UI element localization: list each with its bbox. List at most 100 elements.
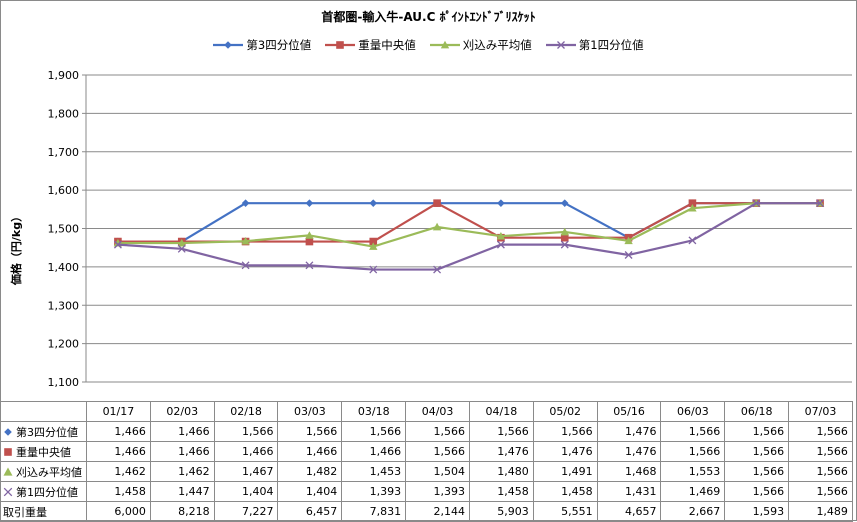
legend-swatch <box>429 40 460 49</box>
legend-item: 重量中央値 <box>325 37 416 53</box>
row-label: 刈込み平均値 <box>16 465 82 479</box>
table-cell: 1,466 <box>149 441 215 462</box>
y-tick-label: 1,200 <box>48 338 80 351</box>
table-cell: 2,667 <box>660 501 726 522</box>
table-cell: 1,466 <box>277 441 343 462</box>
table-cell: 1,566 <box>724 481 790 502</box>
data-point <box>369 237 378 246</box>
table-cell: 6,000 <box>86 501 151 522</box>
row-label-cell: 第1四分位値 <box>0 481 87 502</box>
row-label-cell: 刈込み平均値 <box>0 461 87 482</box>
data-point <box>432 222 442 231</box>
legend-marker <box>336 41 345 49</box>
table-cell: 1,468 <box>596 461 662 482</box>
table-cell: 1,466 <box>86 421 151 442</box>
table-cell: 7,831 <box>341 501 407 522</box>
table-cell: 1,566 <box>405 441 470 462</box>
data-point <box>496 231 506 240</box>
data-point <box>560 199 569 207</box>
table-row: 刈込み平均値 1,462 1,462 1,467 1,482 1,453 1,504 1,48… <box>0 461 853 482</box>
table-cell: 1,467 <box>213 461 279 482</box>
y-tick-label: 1,500 <box>48 223 80 236</box>
data-point <box>113 240 122 249</box>
data-point <box>560 240 569 249</box>
series-line <box>117 202 821 243</box>
table-row: 第1四分位値 1,458 1,447 1,404 1,404 1,393 1,393 1,45… <box>0 481 853 502</box>
table-cell: 1,504 <box>405 461 470 482</box>
table-cell: 1,566 <box>532 421 598 442</box>
legend-label: 第3四分位値 <box>246 38 312 52</box>
table-cell: 1,462 <box>86 461 151 482</box>
table-cell: 1,553 <box>660 461 726 482</box>
data-point <box>752 199 761 208</box>
table-cell: 1,458 <box>86 481 151 502</box>
table-cell: 1,593 <box>724 501 790 522</box>
table-cell: 1,566 <box>277 421 343 442</box>
legend-item: 第1四分位値 <box>545 37 644 53</box>
table-cell: 1,447 <box>149 481 215 502</box>
table-cell: 1,458 <box>468 481 534 502</box>
table-cell: 1,566 <box>724 441 790 462</box>
table-cell: 1,489 <box>788 501 853 522</box>
x-category-label: 05/16 <box>596 401 662 422</box>
y-tick-label: 1,400 <box>48 261 80 274</box>
legend-swatch <box>545 41 576 49</box>
table-cell: 1,491 <box>532 461 598 482</box>
data-table: 01/17 02/03 02/18 03/03 03/18 04/03 04/18 05/02… <box>0 401 853 522</box>
y-tick-label: 1,300 <box>48 299 80 312</box>
y-tick-label: 1,600 <box>48 184 80 197</box>
row-marker-icon <box>3 467 13 476</box>
table-cell: 1,431 <box>596 481 662 502</box>
x-category-label: 04/03 <box>405 401 470 422</box>
row-marker <box>3 467 13 476</box>
data-point <box>496 240 505 249</box>
row-label: 重量中央値 <box>16 445 71 459</box>
legend-item: 第3四分位値 <box>213 37 311 53</box>
data-point <box>688 199 697 207</box>
row-marker <box>4 447 12 456</box>
data-point <box>433 265 442 274</box>
table-row: 重量中央値 1,466 1,466 1,466 1,466 1,466 1,566 1,476… <box>0 441 853 462</box>
data-point <box>433 199 441 207</box>
table-cell: 1,466 <box>341 441 407 462</box>
x-category-label: 06/03 <box>660 401 726 422</box>
data-point <box>688 203 697 212</box>
x-category-label: 01/17 <box>86 401 151 422</box>
x-category-label: 05/02 <box>532 401 598 422</box>
series-line <box>117 202 821 271</box>
table-cell: 1,393 <box>341 481 407 502</box>
data-point <box>369 265 378 274</box>
row-label: 第3四分位値 <box>16 425 78 439</box>
x-category-label: 02/03 <box>149 401 215 422</box>
table-cell: 1,476 <box>468 441 534 462</box>
table-cell: 1,566 <box>788 421 853 442</box>
table-cell: 1,482 <box>277 461 343 482</box>
table-cell: 1,404 <box>277 481 343 502</box>
table-cell: 1,466 <box>149 421 215 442</box>
table-cell: 6,457 <box>277 501 343 522</box>
table-cell: 1,476 <box>596 441 662 462</box>
row-marker <box>4 427 12 436</box>
table-cell: 1,462 <box>149 461 215 482</box>
legend-item: 刈込み平均値 <box>429 37 532 53</box>
series-4 <box>113 199 825 274</box>
table-row: 取引重量 6,000 8,218 7,227 6,457 7,831 2,144 5,903 5… <box>0 501 853 522</box>
data-point <box>305 237 314 246</box>
table-cell: 1,466 <box>86 441 151 462</box>
legend-label: 重量中央値 <box>358 38 416 52</box>
series-line <box>117 202 821 243</box>
row-label-cell: 取引重量 <box>0 501 87 522</box>
legend-marker <box>556 41 565 49</box>
y-tick-label: 1,900 <box>48 69 80 82</box>
row-label-cell: 重量中央値 <box>0 441 87 462</box>
table-cell: 1,476 <box>532 441 598 462</box>
row-marker-icon <box>4 427 12 436</box>
legend-label: 刈込み平均値 <box>462 38 532 52</box>
row-marker-icon <box>4 447 12 456</box>
data-point <box>497 199 505 207</box>
table-cell: 1,458 <box>532 481 598 502</box>
x-category-label: 03/03 <box>277 401 343 422</box>
table-header-row: 01/17 02/03 02/18 03/03 03/18 04/03 04/18 05/02… <box>0 401 853 422</box>
row-marker-icon <box>3 487 13 496</box>
table-corner <box>0 401 87 422</box>
